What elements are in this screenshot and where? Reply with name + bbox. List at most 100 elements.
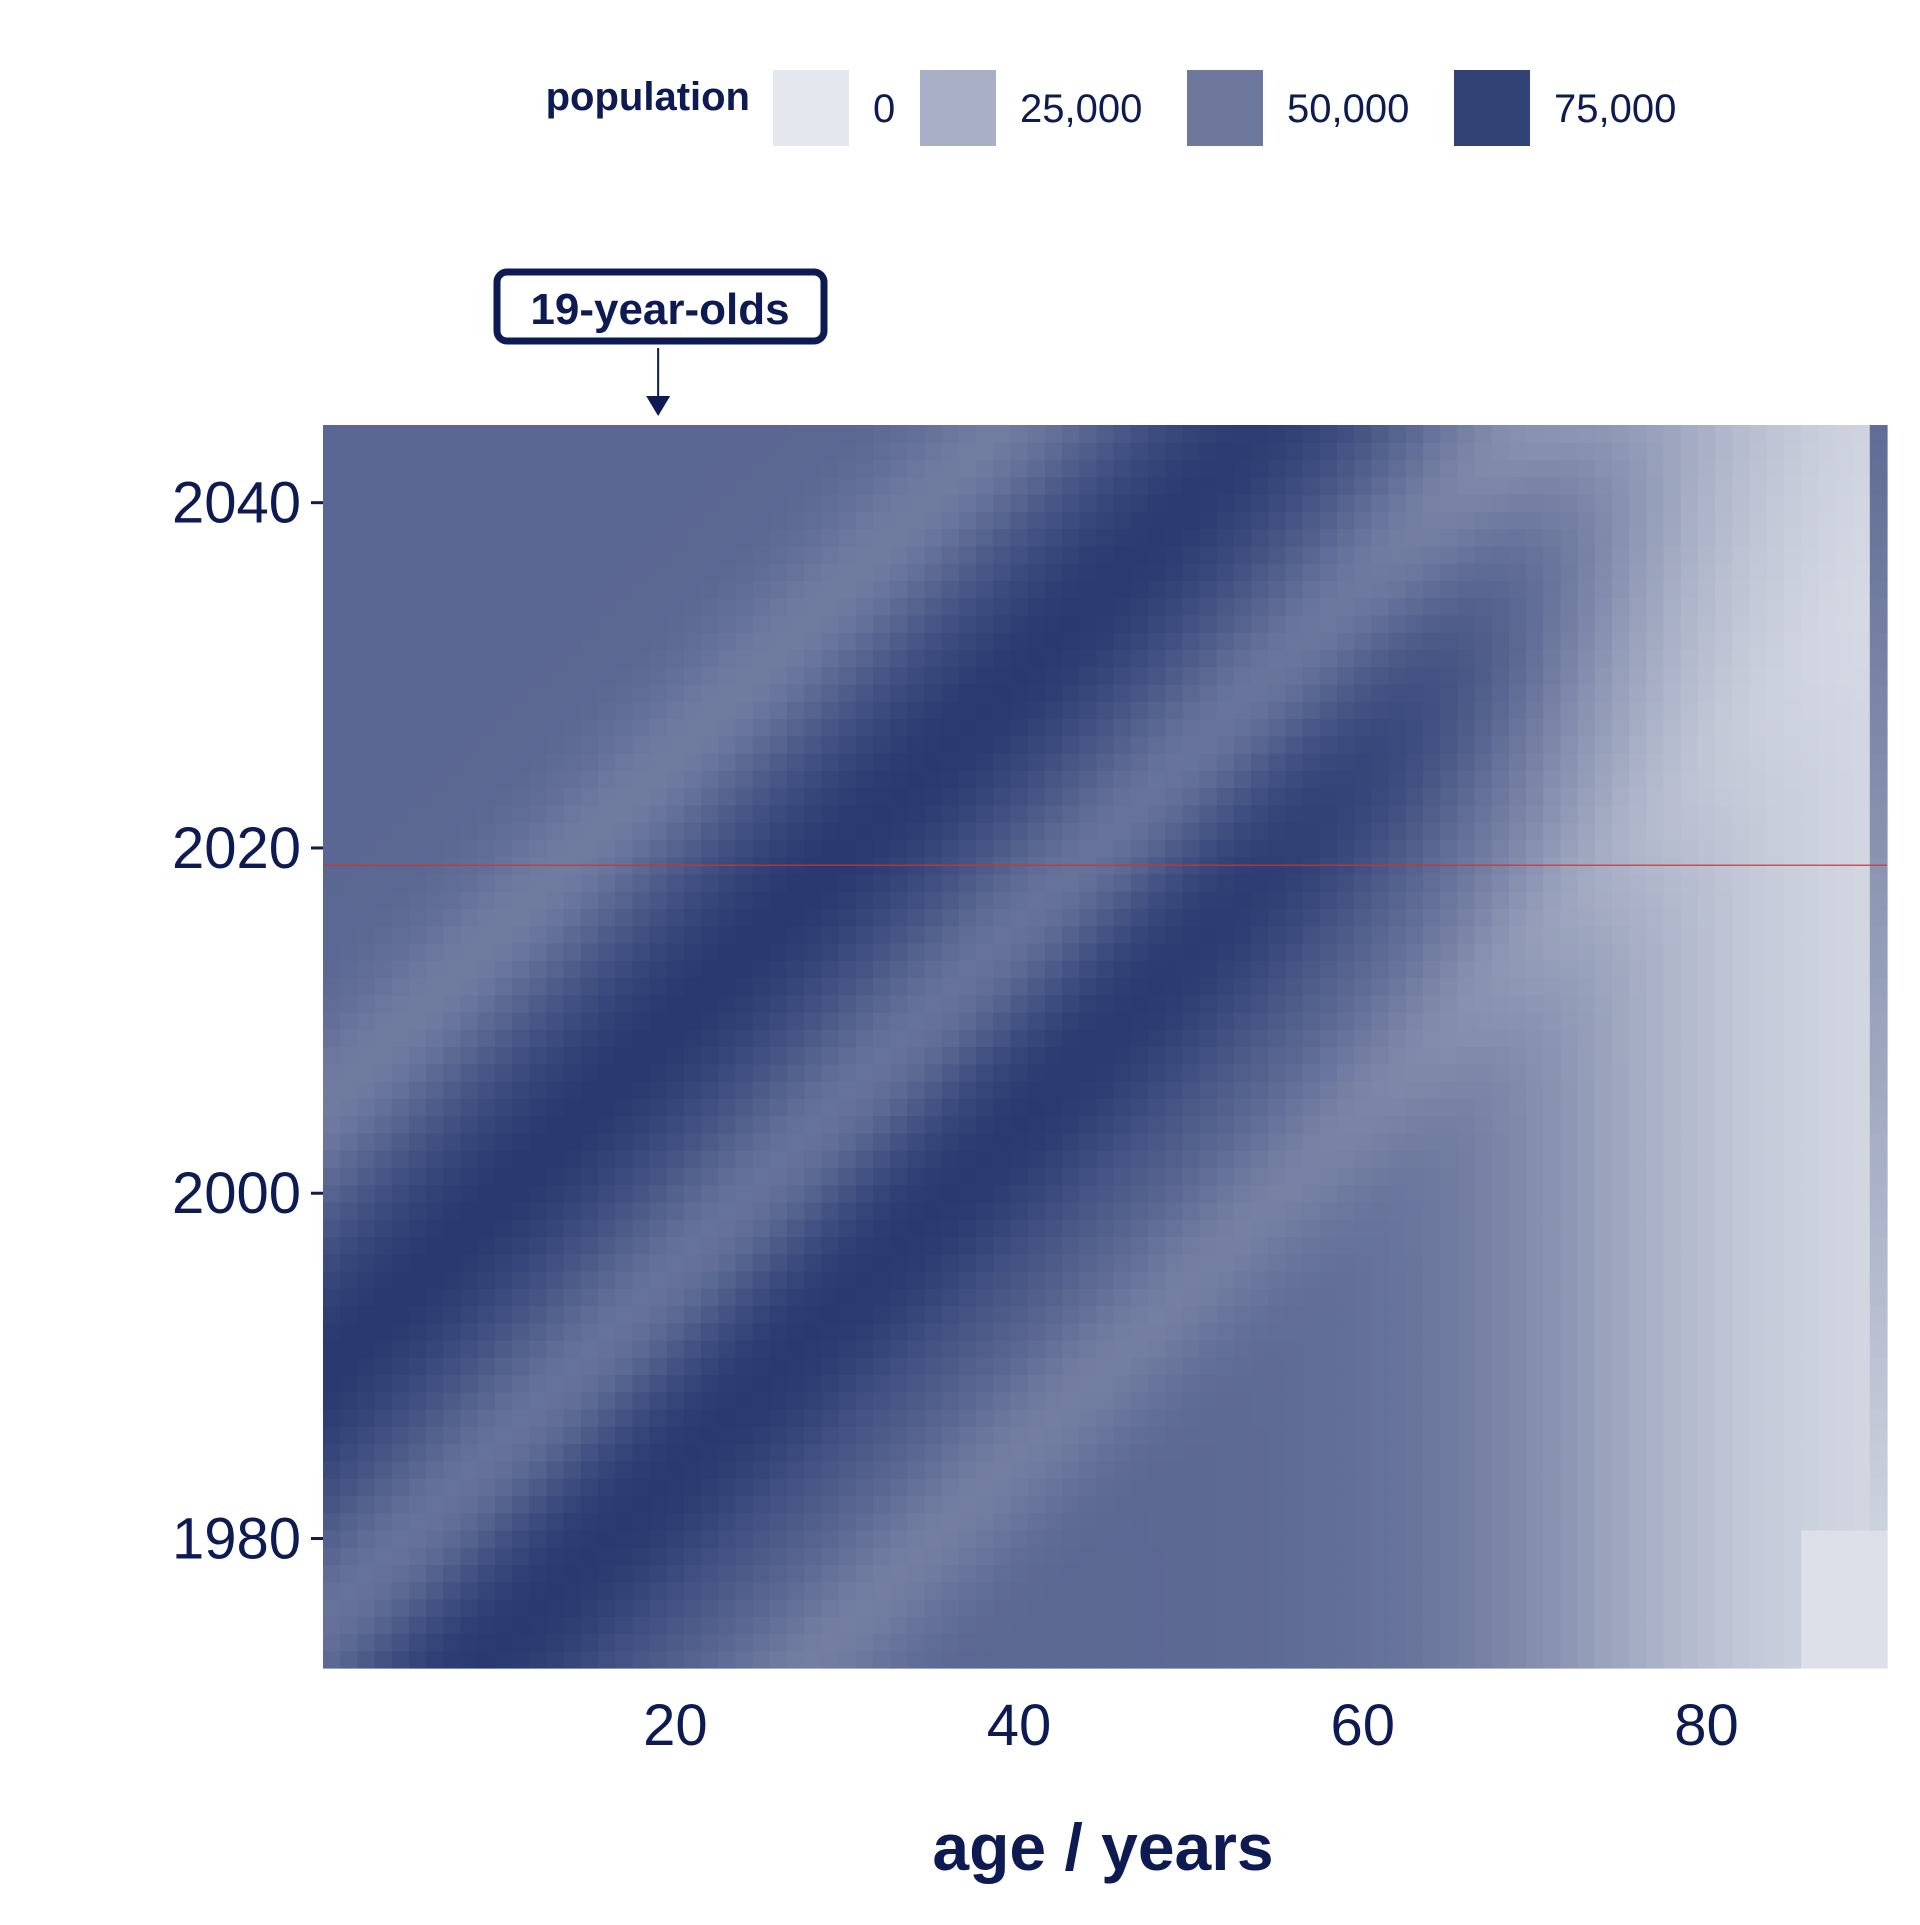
heatmap-cell — [1869, 1564, 1888, 1583]
heatmap-cell — [1079, 1046, 1098, 1065]
heatmap-cell — [993, 1184, 1012, 1203]
heatmap-cell — [804, 1288, 823, 1307]
heatmap-cell — [1044, 1011, 1063, 1030]
heatmap-cell — [1216, 1581, 1235, 1600]
heatmap-cell — [1732, 1115, 1751, 1134]
heatmap-cell — [1732, 1374, 1751, 1393]
heatmap-cell — [649, 1270, 668, 1289]
heatmap-cell — [1560, 1098, 1579, 1117]
heatmap-cell — [838, 1443, 857, 1462]
heatmap-cell — [563, 1357, 582, 1376]
heatmap-cell — [804, 1357, 823, 1376]
heatmap-cell — [1612, 1478, 1630, 1496]
heatmap-cell — [374, 1564, 393, 1583]
heatmap-cell — [1165, 1219, 1183, 1237]
heatmap-cell — [391, 1219, 410, 1237]
heatmap-cell — [1560, 1184, 1579, 1203]
heatmap-cell — [1663, 770, 1682, 789]
heatmap-cell — [1680, 925, 1699, 944]
heatmap-cell — [391, 1115, 410, 1134]
heatmap-cell — [1543, 770, 1562, 789]
heatmap-cell — [443, 1063, 462, 1082]
heatmap-cell — [1216, 1063, 1235, 1082]
heatmap-cell — [1869, 1046, 1888, 1065]
heatmap-cell — [1079, 753, 1098, 771]
heatmap-cell — [632, 839, 651, 858]
heatmap-cell — [340, 1598, 358, 1617]
heatmap-cell — [1165, 1236, 1183, 1255]
heatmap-cell — [924, 1236, 943, 1255]
heatmap-cell — [1697, 1478, 1716, 1496]
heatmap-cell — [1010, 1478, 1029, 1496]
heatmap-cell — [1526, 1322, 1544, 1341]
heatmap-cell — [1732, 1650, 1751, 1669]
heatmap-cell — [1113, 1547, 1132, 1566]
heatmap-cell — [1526, 1098, 1544, 1117]
heatmap-cell — [512, 1633, 530, 1652]
heatmap-cell — [1663, 1581, 1682, 1600]
heatmap-cell — [666, 839, 685, 858]
heatmap-cell — [683, 1633, 702, 1652]
heatmap-cell — [1182, 942, 1201, 961]
heatmap-cell — [615, 1253, 633, 1272]
heatmap-cell — [1319, 1339, 1338, 1358]
heatmap-cell — [666, 1460, 685, 1479]
heatmap-cell — [890, 1512, 908, 1531]
heatmap-cell — [477, 1150, 496, 1168]
heatmap-cell — [907, 1167, 926, 1186]
heatmap-cell — [391, 1339, 410, 1358]
heatmap-cell — [1182, 804, 1201, 823]
heatmap-cell — [1612, 1029, 1630, 1048]
heatmap-cell — [1216, 1529, 1235, 1548]
heatmap-cell — [804, 1029, 823, 1048]
heatmap-cell — [804, 1270, 823, 1289]
heatmap-cell — [1491, 942, 1510, 961]
heatmap-cell — [443, 1236, 462, 1255]
heatmap-cell — [1457, 1081, 1476, 1099]
heatmap-cell — [804, 1132, 823, 1151]
heatmap-cell — [958, 1063, 977, 1082]
heatmap-cell — [460, 994, 479, 1013]
heatmap-cell — [907, 1374, 926, 1393]
heatmap-cell — [632, 1046, 651, 1065]
heatmap-cell — [735, 804, 754, 823]
heatmap-cell — [443, 1598, 462, 1617]
heatmap-cell — [1422, 977, 1441, 996]
heatmap-cell — [976, 822, 994, 840]
heatmap-cell — [1612, 822, 1630, 840]
heatmap-cell — [1560, 942, 1579, 961]
heatmap-cell — [958, 1650, 977, 1669]
heatmap-cell — [1801, 822, 1819, 840]
heatmap-cell — [512, 839, 530, 858]
heatmap-cell — [494, 1374, 513, 1393]
heatmap-cell — [1508, 1478, 1527, 1496]
heatmap-cell — [1680, 1495, 1699, 1514]
heatmap-cell — [443, 1357, 462, 1376]
heatmap-cell — [1405, 891, 1424, 909]
heatmap-cell — [907, 1253, 926, 1272]
heatmap-cell — [1062, 1547, 1080, 1566]
heatmap-cell — [907, 1443, 926, 1462]
heatmap-cell — [546, 753, 565, 771]
heatmap-cell — [1697, 822, 1716, 840]
heatmap-cell — [718, 942, 737, 961]
heatmap-cell — [1251, 1598, 1269, 1617]
heatmap-cell — [1405, 1322, 1424, 1341]
heatmap-cell — [1371, 787, 1390, 806]
heatmap-cell — [1388, 1529, 1407, 1548]
heatmap-cell — [1508, 1305, 1527, 1324]
heatmap-cell — [1835, 1374, 1854, 1393]
heatmap-cell — [1268, 1322, 1287, 1341]
heatmap-cell — [426, 1011, 444, 1030]
heatmap-cell — [1062, 770, 1080, 789]
heatmap-cell — [1096, 1443, 1115, 1462]
heatmap-cell — [1233, 873, 1252, 892]
heatmap-cell — [683, 1236, 702, 1255]
heatmap-cell — [1457, 1409, 1476, 1427]
heatmap-cell — [357, 1167, 376, 1186]
heatmap-cell — [804, 787, 823, 806]
heatmap-cell — [546, 1305, 565, 1324]
heatmap-cell — [408, 1357, 427, 1376]
heatmap-cell — [1302, 908, 1321, 927]
heatmap-cell — [769, 1184, 788, 1203]
